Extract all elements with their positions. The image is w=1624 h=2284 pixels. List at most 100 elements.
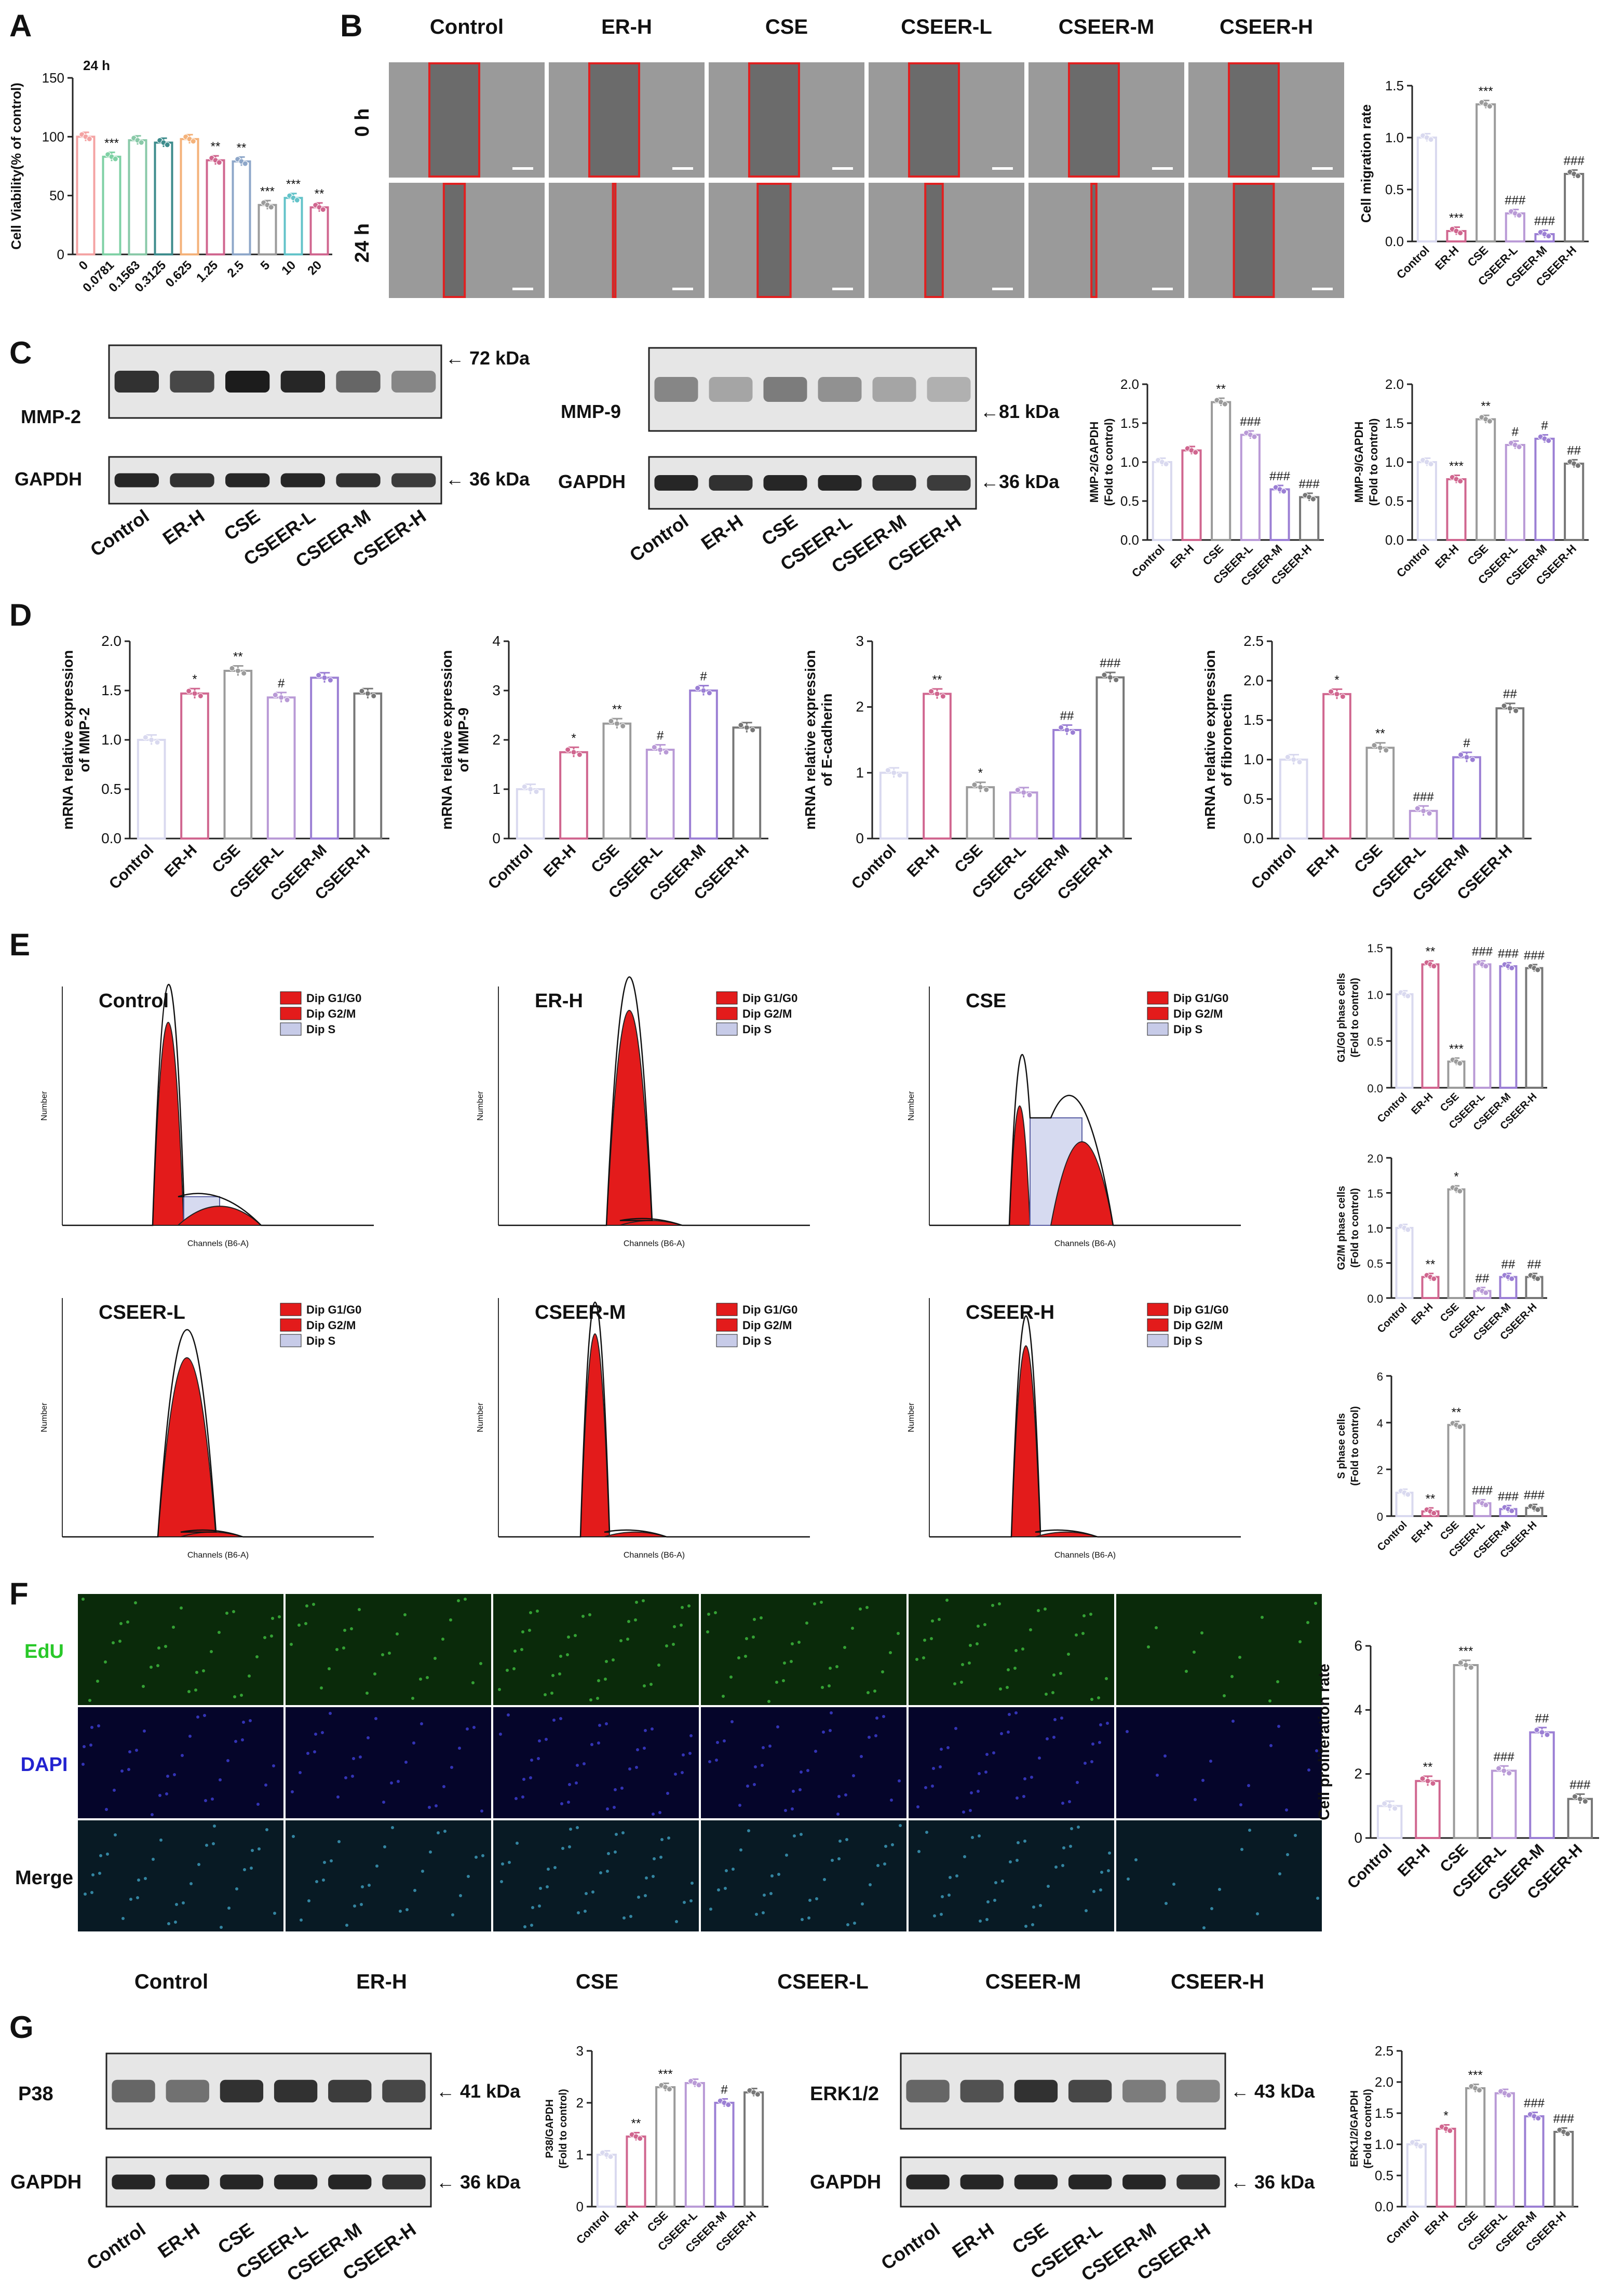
bar (1009, 791, 1038, 840)
y-tick-label: 0.5 (1367, 1258, 1383, 1271)
bar (516, 788, 545, 840)
blot-band (220, 2079, 264, 2103)
cell-dot (793, 1834, 796, 1837)
legend-swatch (1147, 1318, 1169, 1332)
bar (1465, 2087, 1486, 2208)
legend-label: Dip G1/G0 (1173, 992, 1228, 1005)
cell-dot (760, 1616, 763, 1619)
cell-dot (480, 1809, 483, 1813)
cell-dot (1067, 1653, 1070, 1656)
cell-dot (1315, 1749, 1318, 1752)
y-tick-label: 0.0 (1120, 532, 1139, 548)
histogram-title: CSEER-M (535, 1302, 626, 1323)
blot-band (114, 473, 159, 488)
bar (923, 693, 952, 840)
x-tick-label: ER-H (161, 842, 200, 881)
cell-dot (233, 1695, 236, 1698)
cell-dot (829, 1729, 832, 1732)
cell-dot (99, 1854, 102, 1857)
cell-dot (1261, 1616, 1264, 1619)
cell-dot (753, 1618, 756, 1621)
bar (1415, 1780, 1441, 1840)
data-point (1405, 1491, 1411, 1497)
cell-dot (1155, 1626, 1158, 1629)
cell-dot (606, 1870, 609, 1873)
y-axis-label: Number (476, 1091, 485, 1121)
legend-swatch (716, 1007, 738, 1020)
cell-dot (1030, 1776, 1033, 1779)
cell-dot (232, 1610, 235, 1613)
cell-dot (738, 1804, 741, 1807)
cell-dot (791, 1642, 794, 1645)
bar (1491, 1769, 1517, 1839)
gapdh-blot-1 (108, 456, 442, 505)
bar (310, 677, 339, 840)
significance-label: ** (1216, 382, 1226, 396)
cell-dot (820, 1601, 823, 1604)
data-point (1501, 1768, 1507, 1774)
data-point (1382, 1801, 1388, 1807)
cell-dot (172, 1626, 175, 1629)
x-tick-label: ER-H (904, 842, 943, 881)
cell-dot (181, 1754, 184, 1757)
cell-dot (374, 1717, 377, 1720)
x-tick-label: ER-H (540, 842, 579, 881)
cell-dot (949, 1876, 952, 1879)
cell-dot (874, 1734, 877, 1737)
cell-dot (353, 1904, 356, 1908)
y-tick-label: 0.5 (1385, 182, 1404, 197)
cell-dot (530, 1759, 533, 1762)
cell-dot (837, 1857, 841, 1860)
cell-dot (270, 1634, 273, 1638)
legend-swatch (1147, 991, 1169, 1005)
bar (1499, 965, 1518, 1089)
cell-dot (435, 1804, 438, 1807)
fluorescence-image (909, 1820, 1114, 1931)
cell-dot (652, 1813, 655, 1816)
cell-dot (1023, 1777, 1026, 1780)
cell-dot (343, 1629, 346, 1632)
wound-outline (1233, 183, 1275, 298)
cell-dot (615, 1833, 618, 1836)
bar (206, 159, 225, 255)
x-tick-label: CSE (645, 2209, 671, 2235)
lane-label: Control (86, 505, 153, 561)
cell-dot (807, 1916, 810, 1920)
fluorescence-image (909, 1707, 1114, 1818)
bar (1211, 401, 1231, 541)
data-point (1383, 747, 1389, 753)
cell-dot (768, 1745, 772, 1748)
y-tick-label: 3 (856, 633, 864, 649)
data-point (241, 670, 247, 677)
cell-dot (299, 1771, 302, 1774)
cell-dot (1277, 1725, 1280, 1728)
cell-dot (923, 1639, 926, 1642)
y-axis-label: Number (40, 1091, 49, 1121)
cell-dot (1090, 1698, 1093, 1701)
data-point (1575, 463, 1581, 469)
cell-dot (994, 1881, 997, 1884)
fluorescence-image (1116, 1707, 1322, 1818)
cell-dot (119, 1622, 123, 1625)
gapdh-label: GAPDH (810, 2171, 881, 2193)
data-point (294, 197, 300, 203)
bar (1452, 756, 1481, 840)
cell-dot (659, 1856, 662, 1859)
y-tick-label: 2.0 (1120, 376, 1139, 392)
cell-dot (873, 1690, 876, 1693)
cell-dot (507, 1713, 510, 1717)
column-header: CSEER-H (1220, 16, 1313, 38)
data-point (1509, 1276, 1515, 1282)
x-tick-label: Control (1375, 1091, 1410, 1125)
cell-dot (652, 1875, 655, 1878)
flow-histogram: CSEER-H Channels (B6-A) Number Dip G1/G0 Dip… (907, 1298, 1241, 1560)
column-header: CSE (765, 16, 808, 38)
significance-label: # (657, 729, 664, 743)
cell-dot (589, 1698, 592, 1701)
lane-label: ER-H (948, 2219, 998, 2262)
legend-label: Dip G2/M (1173, 1319, 1223, 1332)
cell-dot (142, 1685, 145, 1688)
cell-dot (626, 1638, 629, 1641)
cell-dot (1172, 1883, 1175, 1886)
scale-bar (672, 288, 693, 290)
